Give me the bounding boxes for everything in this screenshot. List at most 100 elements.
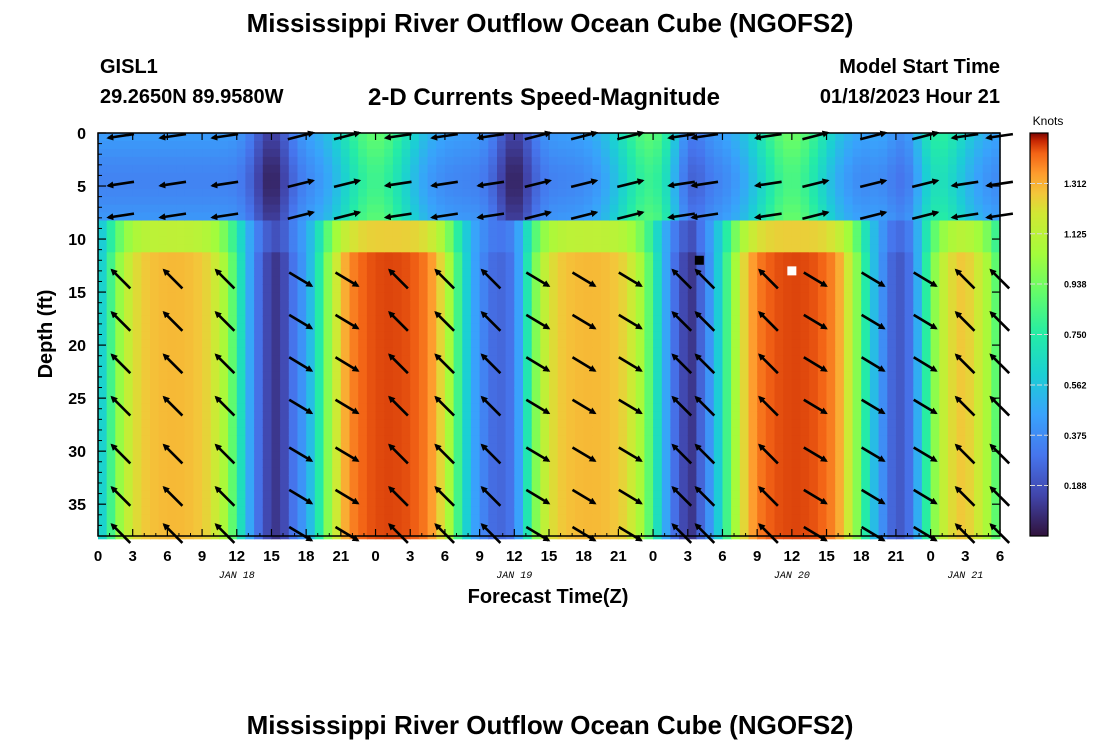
heat-cell: [800, 427, 810, 436]
heat-cell: [713, 292, 724, 301]
heat-cell: [150, 427, 160, 436]
heat-cell: [219, 443, 229, 452]
heat-cell: [540, 172, 550, 182]
heat-cell: [731, 323, 741, 333]
heat-cell: [158, 514, 168, 524]
heat-cell: [184, 483, 194, 492]
heat-cell: [705, 268, 715, 277]
heat-cell: [817, 268, 828, 277]
heat-cell: [384, 220, 394, 230]
heat-cell: [158, 347, 168, 357]
heat-cell: [939, 363, 949, 373]
heat-cell: [262, 347, 273, 357]
heat-cell: [791, 188, 802, 198]
heat-cell: [852, 387, 862, 397]
heat-cell: [791, 459, 802, 468]
heat-cell: [687, 419, 698, 428]
heat-cell: [228, 196, 238, 206]
heat-cell: [228, 164, 238, 174]
heat-cell: [618, 387, 628, 397]
heat-cell: [722, 371, 732, 381]
heat-cell: [592, 284, 602, 293]
heat-cell: [202, 188, 212, 198]
heat-cell: [488, 331, 498, 341]
heat-cell: [852, 522, 862, 532]
heat-cell: [713, 133, 724, 142]
heat-cell: [783, 403, 793, 412]
heat-cell: [436, 498, 446, 508]
heat-cell: [878, 483, 888, 492]
heat-cell: [106, 427, 116, 436]
heat-cell: [115, 387, 125, 397]
heat-cell: [705, 419, 715, 428]
heat-cell: [791, 236, 802, 245]
heat-cell: [444, 244, 455, 253]
heat-cell: [921, 371, 932, 381]
heat-cell: [627, 292, 637, 301]
heat-cell: [436, 514, 446, 524]
heat-cell: [765, 467, 776, 476]
heat-cell: [98, 387, 108, 397]
heat-cell: [288, 164, 299, 174]
heat-cell: [739, 387, 750, 397]
heat-cell: [722, 133, 732, 142]
heat-cell: [800, 164, 810, 174]
heat-cell: [297, 148, 307, 158]
heat-cell: [340, 284, 351, 293]
heat-cell: [366, 530, 377, 540]
heat-cell: [167, 236, 177, 245]
heat-cell: [245, 451, 255, 460]
heat-cell: [193, 133, 203, 142]
heat-cell: [184, 459, 194, 468]
heat-cell: [627, 236, 637, 245]
heat-cell: [427, 331, 437, 341]
heat-cell: [392, 363, 403, 373]
heat-cell: [254, 236, 264, 245]
heat-cell: [132, 443, 142, 452]
heat-cell: [679, 443, 689, 452]
heat-cell: [601, 188, 611, 198]
heat-cell: [306, 379, 316, 389]
heat-cell: [930, 148, 940, 158]
heat-cell: [705, 459, 715, 468]
heat-cell: [904, 506, 914, 516]
heat-cell: [167, 459, 177, 468]
heat-cell: [696, 387, 706, 397]
heat-cell: [835, 260, 845, 269]
heat-cell: [679, 419, 689, 428]
heat-cell: [921, 260, 932, 269]
heat-cell: [765, 212, 776, 222]
heat-cell: [739, 467, 750, 476]
heat-cell: [306, 244, 316, 253]
heat-cell: [748, 427, 758, 436]
heat-cell: [679, 180, 689, 190]
heat-cell: [809, 196, 819, 206]
heat-cell: [410, 315, 420, 325]
heat-cell: [314, 427, 325, 436]
heat-cell: [887, 164, 897, 174]
heat-cell: [601, 411, 611, 420]
heat-cell: [462, 339, 472, 349]
heat-cell: [523, 315, 533, 325]
heat-cell: [722, 244, 732, 253]
heat-cell: [826, 188, 836, 198]
heat-cell: [106, 204, 116, 214]
heat-cell: [687, 451, 698, 460]
heat-cell: [540, 419, 550, 428]
heat-cell: [193, 363, 203, 373]
heat-cell: [791, 355, 802, 365]
heat-cell: [98, 196, 108, 206]
heat-cell: [505, 188, 515, 198]
heat-cell: [124, 427, 134, 436]
heat-cell: [861, 141, 871, 150]
heat-cell: [783, 522, 793, 532]
heat-cell: [497, 427, 507, 436]
heat-cell: [271, 180, 281, 190]
heat-cell: [176, 514, 186, 524]
heat-cell: [583, 164, 593, 174]
heat-cell: [592, 196, 602, 206]
heat-cell: [826, 172, 836, 182]
heat-cell: [713, 284, 724, 293]
heat-cell: [262, 498, 273, 508]
heat-cell: [809, 244, 819, 253]
